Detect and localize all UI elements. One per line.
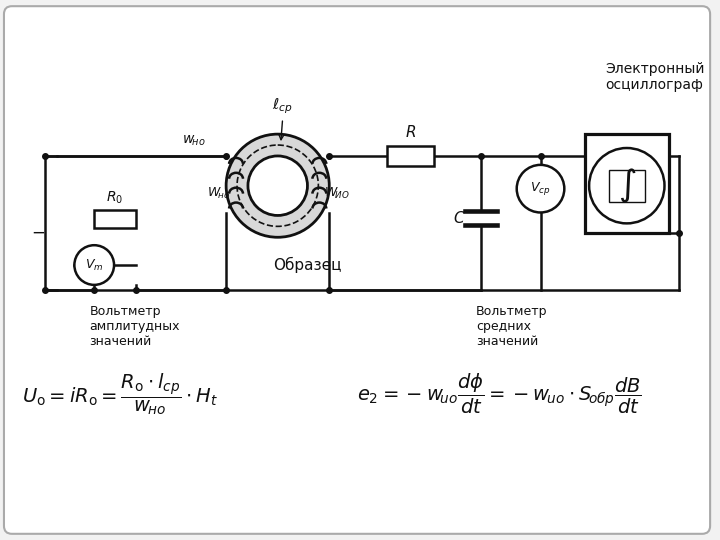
Bar <box>609 170 644 201</box>
Bar <box>585 134 670 233</box>
Text: −: − <box>31 224 45 242</box>
Text: $R$: $R$ <box>405 124 416 140</box>
Bar <box>94 211 136 228</box>
Bar <box>387 146 434 166</box>
Text: Вольтметр
амплитудных
значений: Вольтметр амплитудных значений <box>89 305 180 348</box>
Text: $V_{cp}$: $V_{cp}$ <box>530 180 551 197</box>
Text: $R_0$: $R_0$ <box>107 189 124 206</box>
Text: $W_{\!ИО}$: $W_{\!ИО}$ <box>324 186 351 201</box>
Text: $\int$: $\int$ <box>618 167 636 205</box>
Circle shape <box>517 165 564 212</box>
Circle shape <box>248 156 307 215</box>
Text: Вольтметр
средних
значений: Вольтметр средних значений <box>476 305 547 348</box>
Text: Образец: Образец <box>273 257 342 273</box>
Text: $e_2 = -w_{\!uo}\dfrac{d\phi}{dt} = -w_{\!uo} \cdot S_{\!обр}\dfrac{dB}{dt}$: $e_2 = -w_{\!uo}\dfrac{d\phi}{dt} = -w_{… <box>357 372 642 416</box>
Text: $C$: $C$ <box>453 210 466 226</box>
Text: $\ell_{cp}$: $\ell_{cp}$ <box>272 97 293 116</box>
Text: Электронный
осциллограф: Электронный осциллограф <box>605 62 704 92</box>
Text: $w_{\!но}$: $w_{\!но}$ <box>181 133 205 148</box>
Circle shape <box>589 148 665 224</box>
Text: $U_{\mathrm{o}} = iR_{\mathrm{o}} = \dfrac{R_{\mathrm{o}} \cdot l_{cp}}{w_{\!но}: $U_{\mathrm{o}} = iR_{\mathrm{o}} = \dfr… <box>22 371 217 417</box>
FancyBboxPatch shape <box>4 6 710 534</box>
Text: $W_{\!но}$: $W_{\!но}$ <box>207 186 231 201</box>
Text: $V_m$: $V_m$ <box>85 258 104 273</box>
Circle shape <box>74 245 114 285</box>
Circle shape <box>226 134 329 237</box>
